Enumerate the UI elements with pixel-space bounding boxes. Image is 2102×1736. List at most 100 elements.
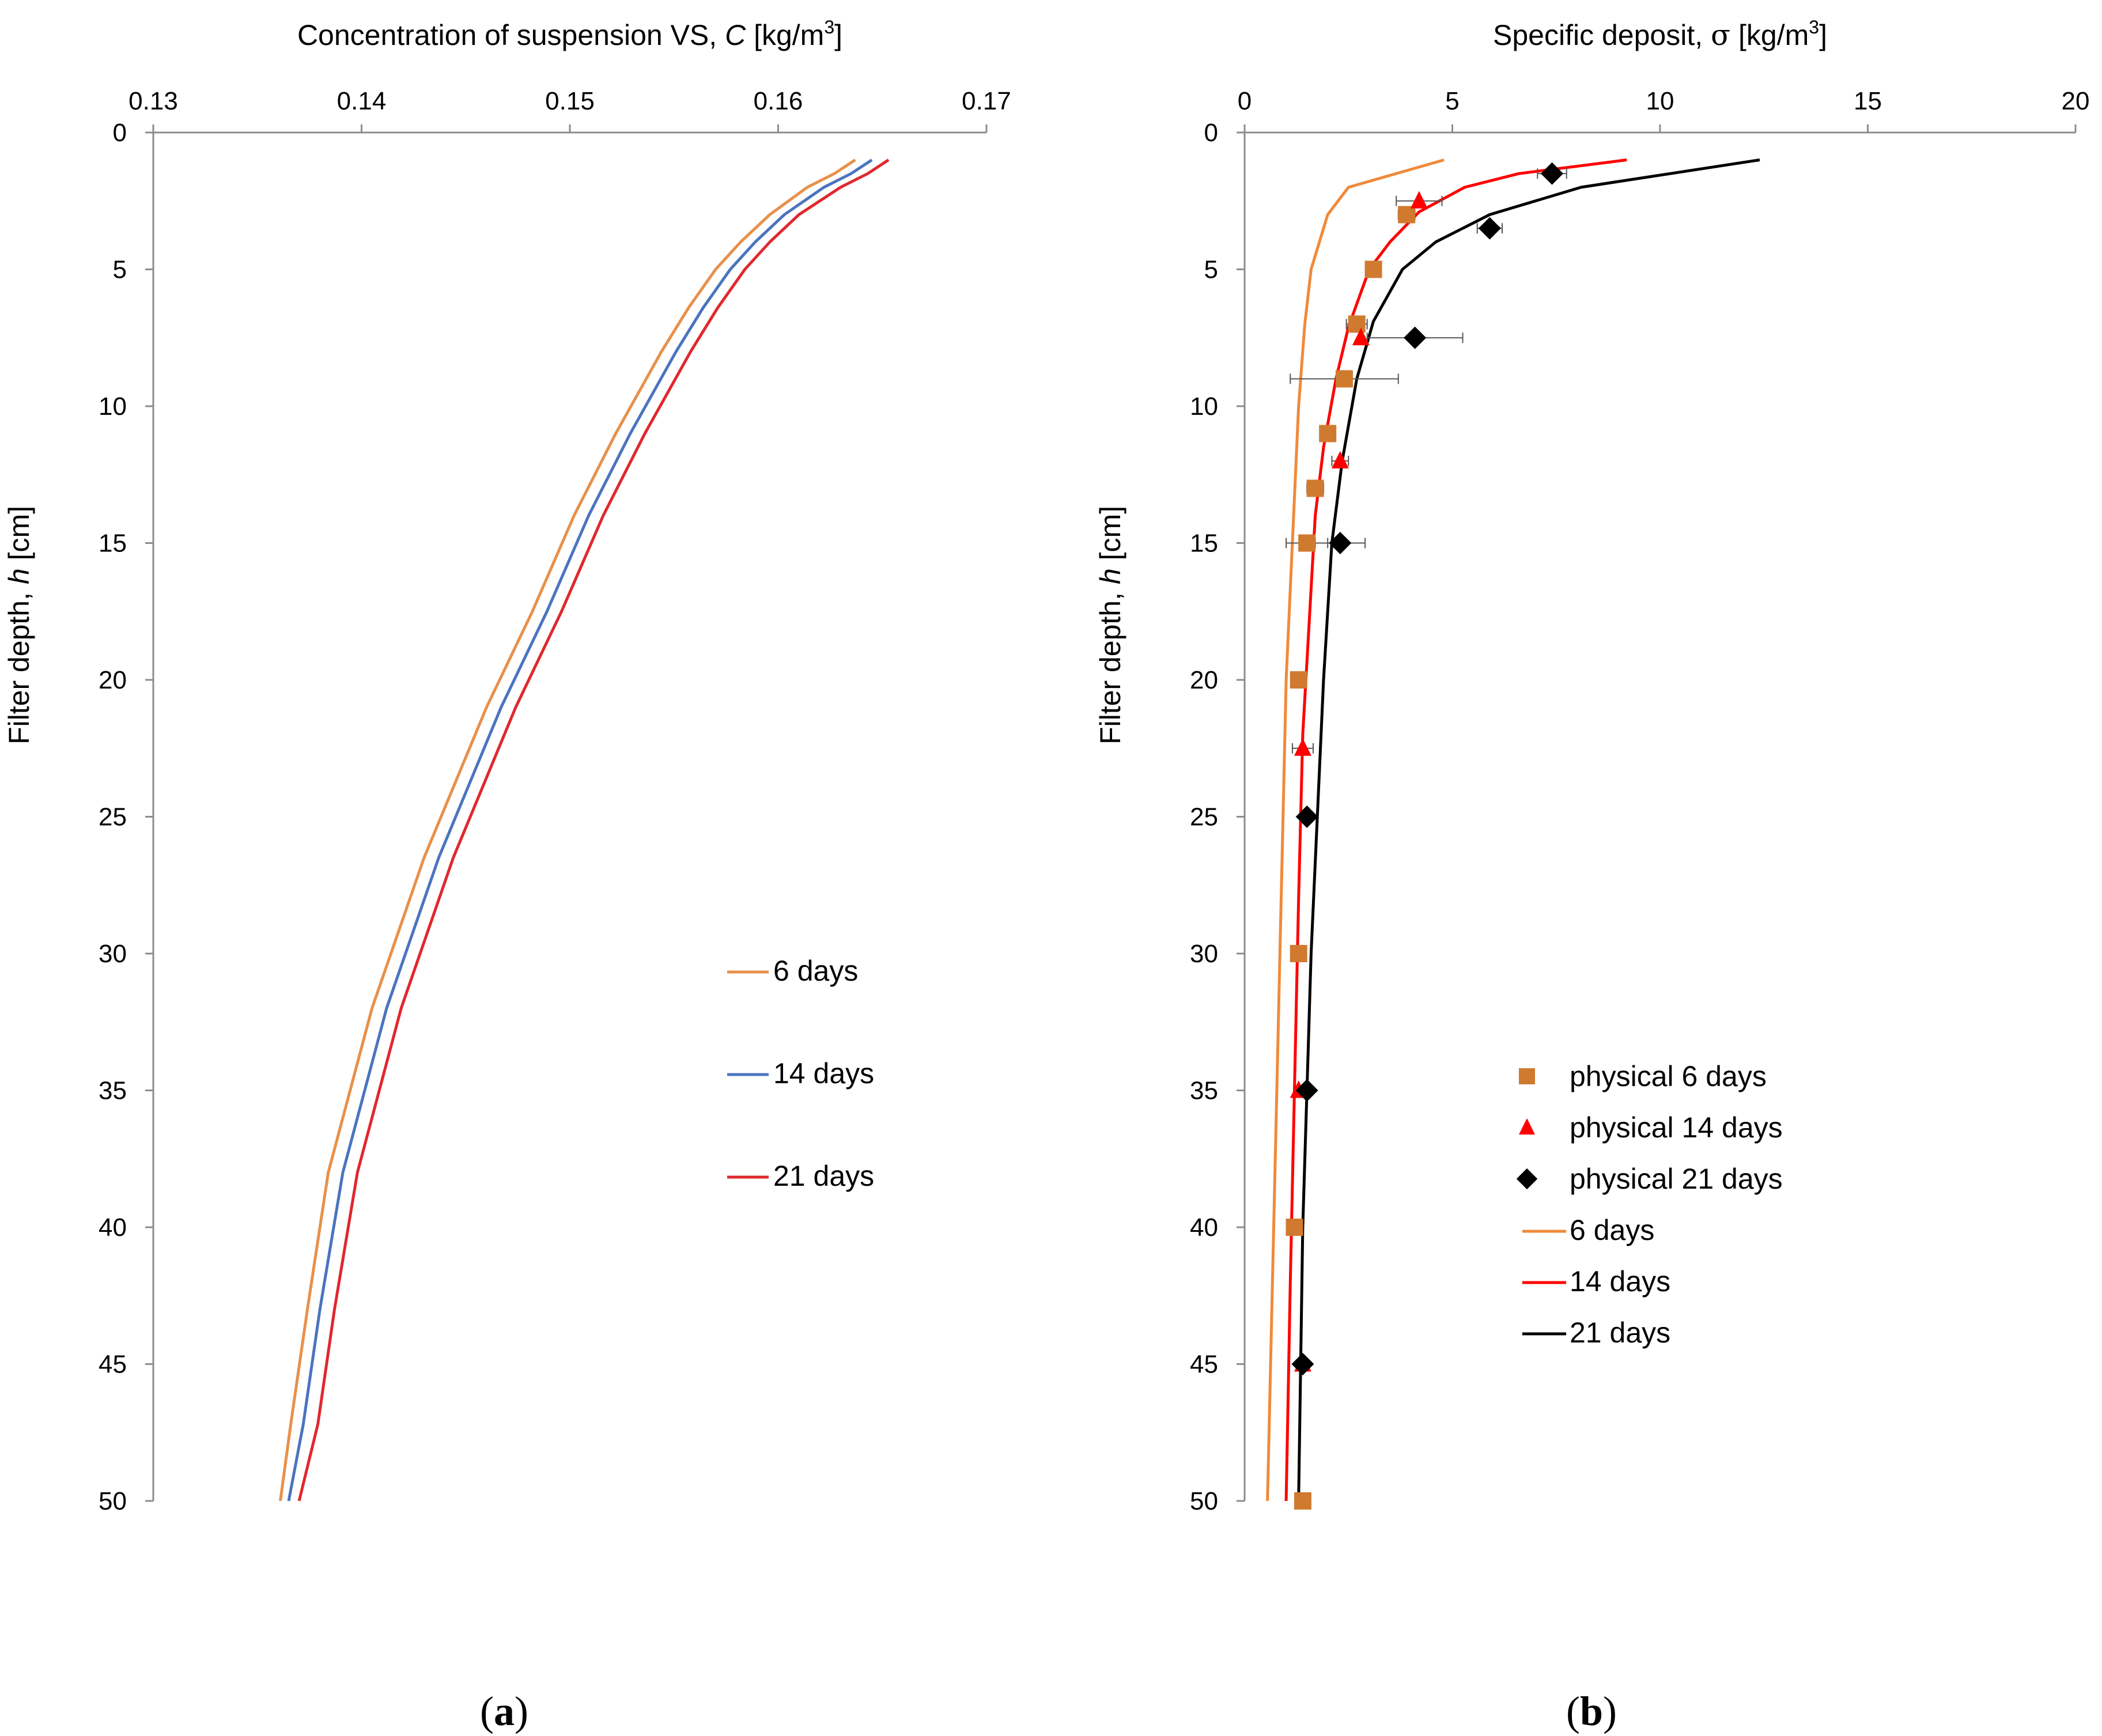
legend-label-14-days: 14 days	[1570, 1265, 1670, 1298]
data-point-physical-6-days	[1398, 206, 1416, 224]
data-point-physical-6-days	[1306, 479, 1324, 497]
x-tick-label: 0.17	[962, 87, 1011, 115]
legend-label-physical-6-days: physical 6 days	[1570, 1060, 1767, 1092]
legend-marker-physical-14-days	[1519, 1118, 1535, 1135]
y-tick-label: 20	[1190, 666, 1218, 694]
y-tick-label: 50	[1190, 1487, 1218, 1515]
data-point-physical-6-days	[1364, 260, 1382, 278]
x-axis-title-unit-end: ]	[1819, 19, 1827, 51]
y-axis-title-variable: h	[1094, 568, 1126, 584]
y-tick-label: 45	[1190, 1351, 1218, 1379]
y-axis-title-prefix: Filter depth,	[3, 584, 35, 744]
series-lines-b	[1266, 158, 1760, 1501]
y-tick-label: 45	[99, 1351, 127, 1379]
series-line-21-days	[1297, 158, 1760, 1501]
x-tick-label: 15	[1854, 87, 1882, 115]
data-point-physical-21-days	[1329, 532, 1352, 554]
y-tick-label: 5	[113, 256, 127, 284]
y-tick-label: 15	[1190, 530, 1218, 558]
y-axis-title-unit: [cm]	[3, 506, 35, 568]
series-line-14-days	[1284, 158, 1627, 1501]
x-axis-title-variable: σ	[1711, 18, 1730, 52]
data-point-physical-14-days	[1410, 191, 1428, 209]
data-point-physical-14-days	[1331, 451, 1349, 468]
y-tick-label: 25	[99, 803, 127, 831]
legend-b: physical 6 days physical 14 days physical …	[1516, 1060, 1783, 1349]
y-axis-title: Filter depth, h [cm]	[1094, 506, 1126, 744]
data-point-physical-14-days	[1294, 738, 1311, 756]
data-point-physical-21-days	[1478, 217, 1501, 240]
y-tick-label: 25	[1190, 803, 1218, 831]
series-line-21-days	[297, 158, 890, 1501]
chart-b-specific-deposit: 0 5 10 15 20 0 5 10 15 20 25 30 35 40 45 50 Specific dep…	[1094, 17, 2089, 1515]
x-axis-title: Specific deposit, σ [kg/m3]	[1493, 17, 1827, 52]
y-axis-title-variable: h	[3, 568, 35, 584]
y-tick-label: 40	[1190, 1213, 1218, 1242]
scatter-points-b	[1286, 162, 1564, 1510]
legend-a: 6 days 14 days 21 days	[727, 955, 874, 1192]
y-tick-label: 10	[1190, 392, 1218, 421]
legend-label-21-days: 21 days	[1570, 1317, 1670, 1349]
x-tick-label: 0.13	[128, 87, 178, 115]
data-point-physical-6-days	[1298, 534, 1316, 552]
legend-label-6-days: 6 days	[773, 955, 858, 987]
panel-label-b: (b)	[1566, 1688, 1617, 1734]
series-line-6-days	[279, 158, 856, 1501]
data-point-physical-6-days	[1286, 1219, 1303, 1236]
y-tick-label: 40	[99, 1213, 127, 1242]
data-point-physical-21-days	[1295, 805, 1318, 828]
x-axis-title-unit: [kg/m	[746, 19, 824, 51]
legend-marker-physical-21-days	[1516, 1168, 1538, 1190]
data-point-physical-6-days	[1290, 945, 1307, 962]
x-axis-title-unit: [kg/m	[1730, 19, 1809, 51]
chart-a-concentration: 0.13 0.14 0.15 0.16 0.17 0 5 10 15 20 25 30 35 40 45 50…	[3, 17, 1011, 1515]
y-tick-label: 15	[99, 530, 127, 558]
x-tick-label: 10	[1646, 87, 1674, 115]
x-tick-label: 0.14	[337, 87, 387, 115]
x-axis-title-prefix: Specific deposit,	[1493, 19, 1711, 51]
y-axis-title: Filter depth, h [cm]	[3, 506, 35, 744]
data-point-physical-6-days	[1290, 671, 1307, 689]
data-point-physical-21-days	[1295, 1079, 1318, 1102]
data-point-physical-6-days	[1336, 370, 1354, 388]
y-axis-title-unit: [cm]	[1094, 506, 1126, 568]
y-tick-label: 0	[113, 119, 127, 147]
panel-label-a: (a)	[480, 1688, 528, 1734]
y-tick-label: 35	[99, 1077, 127, 1105]
data-point-physical-14-days	[1352, 328, 1370, 346]
y-tick-label: 5	[1204, 256, 1218, 284]
legend-marker-physical-6-days	[1519, 1068, 1535, 1084]
x-tick-label: 0.15	[545, 87, 595, 115]
x-axis-title-prefix: Concentration of suspension VS,	[297, 19, 725, 51]
legend-label-physical-14-days: physical 14 days	[1570, 1111, 1783, 1144]
y-tick-label: 20	[99, 666, 127, 694]
data-point-physical-21-days	[1291, 1353, 1314, 1375]
x-axis-title-variable: C	[725, 19, 746, 51]
legend-label-14-days: 14 days	[773, 1057, 874, 1090]
x-axis-title: Concentration of suspension VS, C [kg/m3…	[297, 17, 842, 51]
legend-label-6-days: 6 days	[1570, 1214, 1654, 1246]
data-point-physical-6-days	[1294, 1492, 1311, 1510]
y-tick-label: 35	[1190, 1077, 1218, 1105]
series-lines-a	[279, 158, 890, 1501]
series-line-14-days	[287, 158, 873, 1501]
series-line-6-days	[1266, 158, 1445, 1501]
data-point-physical-21-days	[1541, 162, 1564, 185]
x-axis-title-unit-end: ]	[834, 19, 842, 51]
y-tick-label: 0	[1204, 119, 1218, 147]
y-tick-label: 30	[1190, 940, 1218, 968]
data-point-physical-21-days	[1404, 326, 1427, 349]
x-axis-title-superscript: 3	[1809, 17, 1819, 37]
y-tick-label: 50	[99, 1487, 127, 1515]
legend-label-21-days: 21 days	[773, 1160, 874, 1192]
y-axis-title-prefix: Filter depth,	[1094, 584, 1126, 744]
x-tick-label: 0.16	[754, 87, 803, 115]
data-point-physical-6-days	[1319, 425, 1337, 442]
error-bars-b	[1286, 168, 1567, 754]
y-tick-label: 10	[99, 392, 127, 421]
x-tick-label: 0	[1238, 87, 1252, 115]
x-axis-title-superscript: 3	[824, 17, 834, 37]
legend-label-physical-21-days: physical 21 days	[1570, 1163, 1783, 1195]
data-point-physical-6-days	[1348, 315, 1366, 333]
